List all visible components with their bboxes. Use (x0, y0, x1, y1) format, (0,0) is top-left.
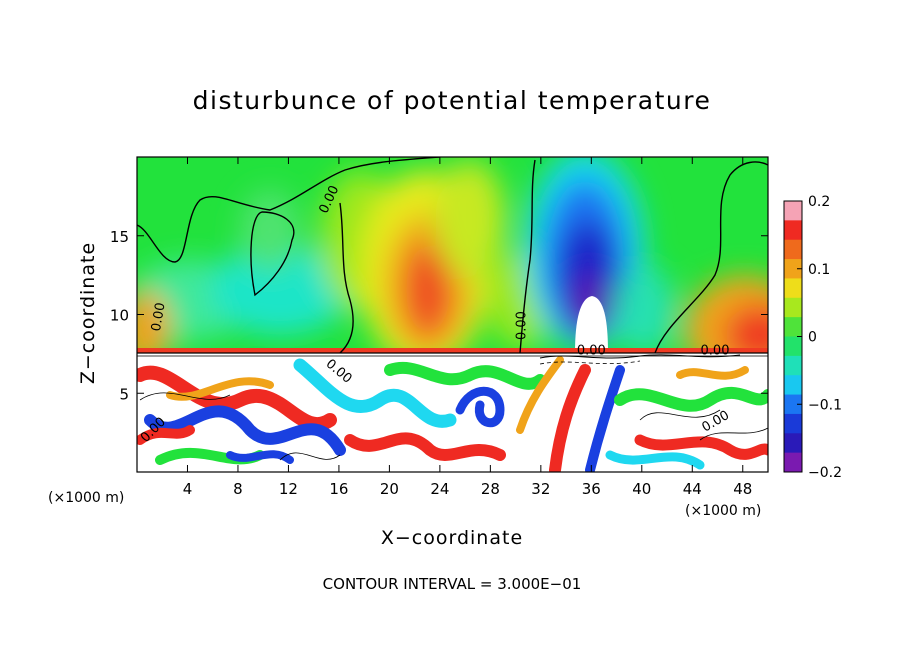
colorbar-swatch (784, 433, 802, 454)
x-tick-label: 36 (582, 480, 601, 498)
x-tick-label: 4 (183, 480, 193, 498)
x-tick-label: 48 (733, 480, 752, 498)
colorbar-tick-label: 0.2 (808, 194, 830, 210)
x-axis-label: X−coordinate (380, 527, 524, 549)
colorbar-swatch (784, 259, 802, 279)
upper-field (137, 157, 768, 353)
colorbar-tick-label: −0.1 (808, 397, 842, 413)
x-tick-label: 24 (430, 480, 449, 498)
y-axis-label: Z−coordinate (77, 241, 99, 385)
x-tick-label: 32 (531, 480, 550, 498)
colorbar-swatch (784, 355, 802, 376)
colorbar-swatch (784, 297, 802, 318)
colorbar-swatch (784, 317, 802, 337)
x-tick-label: 12 (279, 480, 298, 498)
contour-interval-note: CONTOUR INTERVAL = 3.000E−01 (322, 575, 582, 593)
x-tick-label: 28 (481, 480, 500, 498)
colorbar-swatch (784, 278, 802, 299)
colorbar-swatch (784, 375, 802, 396)
x-tick-label: 8 (233, 480, 243, 498)
y-tick-label: 10 (110, 307, 129, 325)
colorbar-swatch (784, 394, 802, 415)
colorbar-swatch (784, 201, 802, 221)
x-axis-unit: (×1000 m) (685, 503, 762, 519)
y-axis-unit: (×1000 m) (48, 490, 125, 506)
colorbar-tick-label: 0 (808, 330, 817, 346)
contour-label: 0.00 (701, 344, 730, 359)
x-tick-label: 20 (380, 480, 399, 498)
colorbar-tick-label: −0.2 (808, 465, 842, 481)
colorbar-swatch (784, 220, 802, 241)
colorbar: 0.2 0.1 0 −0.1 −0.2 (783, 194, 842, 481)
y-tick-label: 5 (119, 385, 129, 403)
colorbar-tick-label: 0.1 (808, 262, 830, 278)
colorbar-swatch (784, 452, 802, 473)
x-tick-label: 44 (683, 480, 702, 498)
contour-label: 0.00 (149, 301, 169, 332)
y-tick-label: 15 (110, 228, 129, 246)
inversion-band (137, 352, 768, 365)
chart-title: disturbunce of potential temperature (192, 86, 712, 115)
colorbar-swatch (784, 239, 802, 260)
colorbar-swatch (784, 336, 802, 357)
contour-label: 0.00 (515, 311, 530, 340)
x-tick-label: 16 (329, 480, 348, 498)
contour-label: 0.00 (577, 344, 606, 359)
x-tick-label: 40 (632, 480, 651, 498)
lower-field (137, 353, 768, 472)
colorbar-swatch (784, 413, 802, 434)
